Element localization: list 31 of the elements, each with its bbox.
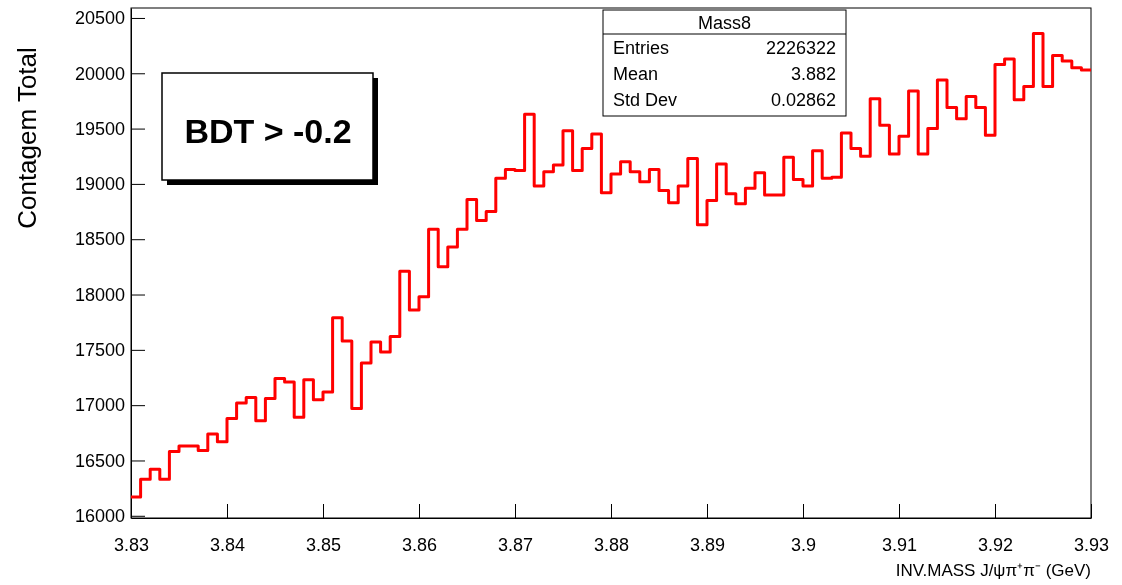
x-tick-label: 3.83 xyxy=(113,534,150,555)
x-tick-label: 3.92 xyxy=(977,534,1014,555)
annotation: Mass8 xyxy=(697,13,752,33)
x-tick-label: 3.93 xyxy=(1073,534,1110,555)
x-tick-label: 3.85 xyxy=(305,534,342,555)
y-tick-label: 20000 xyxy=(74,63,125,84)
y-tick-label: 18000 xyxy=(74,284,125,305)
annotation: BDT > -0.2 xyxy=(184,112,352,150)
y-tick-label: 19500 xyxy=(74,118,125,139)
x-tick-label: 3.88 xyxy=(593,534,630,555)
annotation: Mean xyxy=(613,64,659,84)
annotation: 2226322 xyxy=(765,38,836,58)
annotation: 0.02862 xyxy=(770,90,836,110)
x-tick-label: 3.87 xyxy=(497,534,534,555)
x-tick-label: 3.86 xyxy=(401,534,438,555)
x-axis-title: INV.MASS J/ψπ⁺π⁻ (GeV) xyxy=(895,561,1091,580)
annotation: Entries xyxy=(613,38,670,58)
y-tick-label: 16000 xyxy=(74,506,125,527)
y-tick-label: 16500 xyxy=(74,450,125,471)
annotation: 3.882 xyxy=(790,64,836,84)
x-tick-label: 3.9 xyxy=(790,534,817,555)
x-tick-label: 3.84 xyxy=(209,534,246,555)
y-tick-label: 18500 xyxy=(74,229,125,250)
y-tick-label: 19000 xyxy=(74,174,125,195)
y-tick-label: 17000 xyxy=(74,395,125,416)
x-tick-label: 3.89 xyxy=(689,534,726,555)
annotation: Std Dev xyxy=(613,90,678,110)
y-tick-label: 17500 xyxy=(74,340,125,361)
x-tick-label: 3.91 xyxy=(881,534,918,555)
y-axis-title: Contagem Total xyxy=(12,47,42,229)
y-tick-label: 20500 xyxy=(74,8,125,29)
